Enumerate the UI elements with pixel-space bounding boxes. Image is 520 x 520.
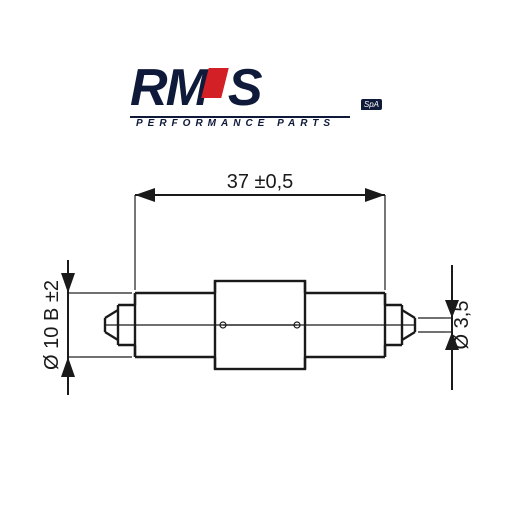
logo-letter-m: M bbox=[166, 62, 228, 114]
canvas: RMS SpA PERFORMANCE PARTS 37 ±0,5 bbox=[0, 0, 520, 520]
rms-logo: RMS SpA PERFORMANCE PARTS bbox=[130, 62, 390, 132]
bulb-outline bbox=[105, 281, 415, 369]
arrow-right-icon bbox=[365, 188, 385, 202]
festoon-bulb-diagram: 37 ±0,5 bbox=[40, 150, 480, 420]
logo-letter-r: R bbox=[130, 59, 166, 117]
dim-dia-label: Ø 10 B ±2 bbox=[41, 280, 63, 370]
dim-length-label: 37 ±0,5 bbox=[227, 171, 294, 193]
logo-wordmark: RMS bbox=[130, 62, 390, 114]
dim-tip-label: Ø 3,5 bbox=[451, 301, 473, 350]
arrow-left-icon bbox=[135, 188, 155, 202]
diagram-svg: 37 ±0,5 bbox=[40, 150, 480, 420]
logo-letter-s: S bbox=[228, 59, 261, 117]
logo-subtitle: PERFORMANCE PARTS bbox=[130, 118, 390, 129]
logo-red-accent bbox=[201, 68, 228, 98]
arrow-dia-top-icon bbox=[61, 273, 75, 293]
arrow-dia-bot-icon bbox=[61, 357, 75, 377]
logo-badge: SpA bbox=[361, 99, 382, 110]
